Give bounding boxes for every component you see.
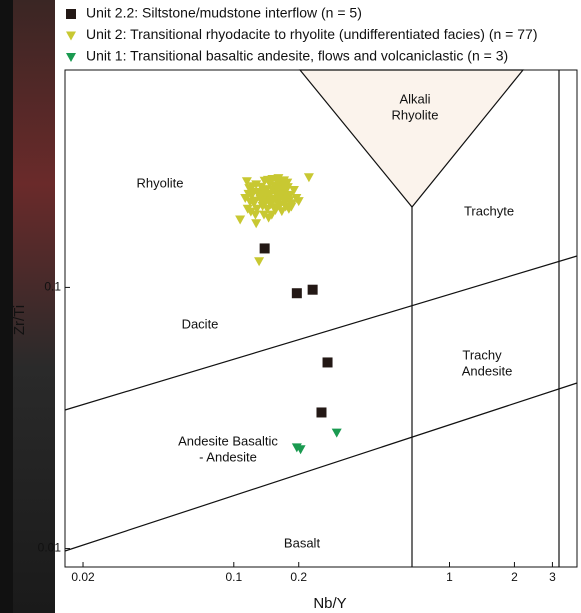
- point: [235, 215, 246, 225]
- field-label: Dacite: [182, 316, 219, 331]
- point: [316, 407, 327, 418]
- field-label: Andesite: [462, 363, 513, 378]
- x-tick-label: 0.02: [71, 570, 95, 584]
- boundary: [64, 255, 578, 411]
- point: [250, 210, 261, 220]
- legend-label: Unit 1: Transitional basaltic andesite, …: [86, 48, 508, 64]
- x-tick-label: 2: [511, 570, 518, 584]
- point: [258, 210, 269, 220]
- field-label: - Andesite: [199, 449, 257, 464]
- point: [276, 207, 287, 217]
- point: [258, 185, 269, 195]
- point: [283, 204, 294, 214]
- y-axis-label: Zr/Ti: [11, 305, 28, 335]
- point: [240, 193, 251, 203]
- legend-marker: [66, 53, 76, 62]
- point: [245, 197, 256, 207]
- point: [251, 219, 262, 229]
- point: [273, 192, 284, 202]
- point: [271, 183, 282, 193]
- x-tick-label: 0.2: [290, 570, 307, 584]
- field-label: Rhyolite: [137, 175, 184, 190]
- point: [260, 190, 271, 200]
- point: [245, 207, 256, 217]
- point: [266, 196, 277, 206]
- legend-label: Unit 2.2: Siltstone/mudstone interflow (…: [86, 5, 362, 21]
- field-label: Rhyolite: [392, 107, 439, 122]
- point: [291, 288, 302, 299]
- point: [281, 192, 292, 202]
- point: [262, 175, 273, 185]
- legend-label: Unit 2: Transitional rhyodacite to rhyol…: [86, 26, 537, 42]
- field-label: Basalt: [284, 535, 321, 550]
- point: [268, 203, 279, 213]
- y-tick-label: 0.1: [44, 280, 61, 294]
- x-tick-label: 3: [549, 570, 556, 584]
- point: [331, 428, 342, 438]
- point: [259, 243, 270, 254]
- point: [241, 177, 252, 187]
- legend-marker: [66, 31, 76, 41]
- photo-edge: [0, 0, 13, 613]
- point: [293, 197, 304, 207]
- point: [262, 204, 273, 214]
- point: [272, 177, 283, 187]
- legend-marker: [66, 9, 76, 19]
- point: [303, 173, 314, 183]
- point: [279, 176, 290, 186]
- field-label: Trachyte: [464, 203, 514, 218]
- point: [307, 284, 318, 295]
- point: [254, 257, 265, 267]
- point: [288, 186, 299, 196]
- x-axis-label: Nb/Y: [313, 595, 346, 612]
- field-boundaries: [64, 70, 578, 567]
- point: [281, 185, 292, 195]
- x-tick-label: 1: [446, 570, 453, 584]
- point: [256, 198, 267, 208]
- boundary: [64, 382, 578, 552]
- point: [251, 204, 262, 214]
- y-tick-label: 0.01: [38, 541, 62, 555]
- x-tick-label: 0.1: [225, 570, 242, 584]
- point: [263, 213, 274, 223]
- plot-frame: [64, 69, 578, 568]
- field-label: Alkali: [399, 91, 430, 106]
- field-label: Andesite Basaltic: [178, 433, 278, 448]
- point: [322, 357, 333, 368]
- field-label: Trachy: [462, 347, 502, 362]
- point: [295, 445, 306, 455]
- point: [247, 182, 258, 192]
